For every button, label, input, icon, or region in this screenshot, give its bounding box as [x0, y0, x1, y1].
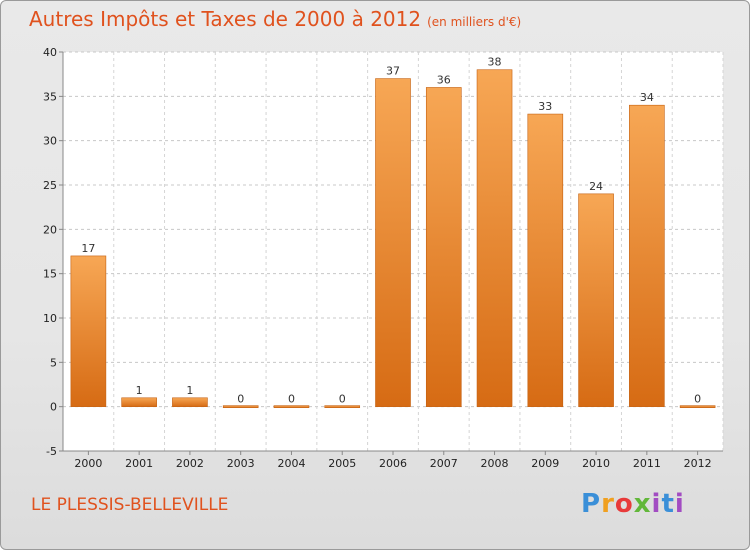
- x-tick-label: 2004: [277, 457, 305, 470]
- x-tick-label: 2011: [633, 457, 661, 470]
- y-tick-label: 30: [43, 135, 57, 148]
- y-tick-label: 20: [43, 223, 57, 236]
- bar-2005: [324, 405, 361, 408]
- x-tick-label: 2009: [531, 457, 559, 470]
- x-tick-label: 2000: [74, 457, 102, 470]
- proxiti-logo: Proxiti: [581, 489, 685, 519]
- x-tick-label: 2006: [379, 457, 407, 470]
- y-tick-label: 5: [50, 356, 57, 369]
- x-tick-label: 2012: [684, 457, 712, 470]
- chart-title-text: Autres Impôts et Taxes de 2000 à 2012: [29, 7, 422, 31]
- value-label-2000: 17: [81, 242, 95, 255]
- bar-2008: [476, 69, 513, 407]
- y-tick-label: -5: [46, 445, 57, 458]
- bar-2011: [629, 104, 665, 407]
- bar-2000: [70, 255, 107, 407]
- bar-2003: [222, 405, 259, 408]
- chart-title: Autres Impôts et Taxes de 2000 à 2012 (en…: [29, 7, 521, 31]
- value-label-2010: 24: [589, 180, 603, 193]
- value-label-2008: 38: [488, 56, 502, 69]
- value-label-2005: 0: [339, 393, 346, 406]
- y-tick-label: 0: [50, 401, 57, 414]
- x-tick-label: 2002: [176, 457, 204, 470]
- bar-2007: [425, 87, 462, 407]
- x-tick-label: 2010: [582, 457, 610, 470]
- chart-subtitle: (en milliers d'€): [427, 15, 522, 29]
- bar-2004: [273, 405, 310, 408]
- value-label-2009: 33: [538, 100, 552, 113]
- x-tick-label: 2003: [227, 457, 255, 470]
- value-label-2006: 37: [386, 65, 400, 78]
- y-tick-label: 40: [43, 46, 57, 59]
- bar-2012: [679, 405, 716, 408]
- value-label-2003: 0: [237, 393, 244, 406]
- x-tick-label: 2007: [430, 457, 458, 470]
- y-tick-label: 10: [43, 312, 57, 325]
- value-label-2011: 34: [640, 91, 654, 104]
- y-tick-label: 35: [43, 90, 57, 103]
- y-tick-label: 15: [43, 268, 57, 281]
- x-tick-label: 2005: [328, 457, 356, 470]
- bar-2009: [527, 113, 564, 407]
- bar-2002: [172, 397, 208, 407]
- x-tick-label: 2008: [481, 457, 509, 470]
- bar-2010: [578, 193, 614, 407]
- value-label-2007: 36: [437, 73, 451, 86]
- place-name: LE PLESSIS-BELLEVILLE: [31, 495, 229, 515]
- value-label-2002: 1: [186, 384, 193, 397]
- bar-2001: [121, 397, 157, 407]
- value-label-2001: 1: [136, 384, 143, 397]
- y-tick-label: 25: [43, 179, 57, 192]
- value-label-2004: 0: [288, 393, 295, 406]
- x-tick-label: 2001: [125, 457, 153, 470]
- bar-2006: [375, 78, 411, 407]
- value-label-2012: 0: [694, 393, 701, 406]
